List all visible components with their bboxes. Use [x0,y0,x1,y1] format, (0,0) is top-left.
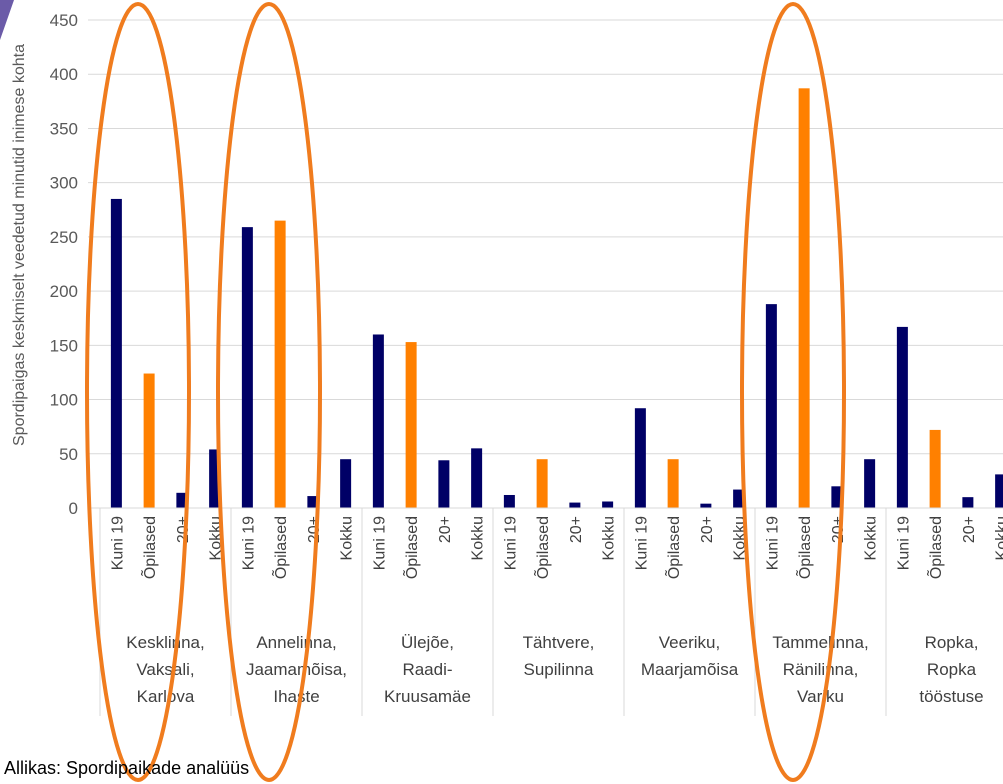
group-label-line: Ropka, [925,633,979,652]
bar [995,474,1003,508]
bar [733,489,745,508]
x-tick-label: Õpilased [270,516,290,579]
x-tick-label: 20+ [961,516,978,543]
group-label-line: Ropka [927,660,977,679]
bar [110,198,122,508]
bar [864,459,876,508]
bar [340,459,352,508]
bar [274,220,286,508]
y-tick-label: 250 [50,228,78,247]
bar [831,486,843,508]
y-tick-label: 350 [50,119,78,138]
y-tick-label: 50 [59,445,78,464]
bar [667,459,679,508]
highlight-ellipses [85,2,846,782]
y-tick-label: 450 [50,11,78,30]
group-label-line: Raadi- [402,660,452,679]
x-axis-category-labels: Kuni 19 Õpilased 20+ Kokku Kuni 19 Õpilased 20… [109,516,1003,579]
x-tick-label: Õpilased [663,516,683,579]
highlight-ellipse [85,2,191,782]
bar [209,449,221,508]
bar [438,460,450,508]
y-tick-label: 400 [50,65,78,84]
bar [602,501,614,508]
group-label-line: Variku [797,687,844,706]
x-tick-label: 20+ [568,516,585,543]
x-tick-label: Õpilased [925,516,945,579]
group-label-line: Ihaste [273,687,319,706]
bar [143,373,155,508]
x-tick-label: 20+ [437,516,454,543]
x-tick-label: Õpilased [794,516,814,579]
highlight-ellipse [216,2,322,782]
highlight-ellipse [740,2,846,782]
bar [241,227,253,508]
x-tick-label: Kokku [863,516,880,560]
bar [405,342,417,508]
x-tick-label: Kuni 19 [895,516,912,570]
x-tick-label: Kuni 19 [371,516,388,570]
x-tick-label: Kuni 19 [240,516,257,570]
x-tick-label: Kokku [470,516,487,560]
y-tick-label: 200 [50,282,78,301]
bars [110,88,1003,508]
bar [634,408,646,508]
bar [896,326,908,508]
y-tick-label: 150 [50,336,78,355]
group-label-line: Kesklinna, [126,633,204,652]
group-label-line: Supilinna [524,660,594,679]
group-label-line: Karlova [137,687,195,706]
y-tick-label: 0 [69,499,78,518]
y-axis-label: Spordipaigas keskmiselt veedetud minutid… [11,44,28,446]
x-tick-label: Kuni 19 [764,516,781,570]
x-tick-label: Kokku [339,516,356,560]
bar [503,494,515,508]
y-tick-label: 100 [50,391,78,410]
group-label-line: Annelinna, [256,633,336,652]
group-label-line: tööstuse [919,687,983,706]
group-label-line: Maarjamõisa [641,660,739,679]
x-axis-group-labels: Kesklinna, Vaksali, Karlova Annelinna, Jaama… [126,633,983,706]
x-tick-label: Õpilased [401,516,421,579]
x-tick-label: Kokku [994,516,1003,560]
group-label-line: Jaamamõisa, [246,660,347,679]
y-tick-label: 300 [50,174,78,193]
bar [929,429,941,508]
bar [700,503,712,508]
source-note: Allikas: Spordipaikade analüüs [4,758,250,778]
group-label-line: Veeriku, [659,633,720,652]
bar [962,497,974,508]
x-tick-label: Kuni 19 [109,516,126,570]
bar [536,459,548,508]
group-label-line: Ränilinna, [783,660,859,679]
bar [798,88,810,508]
group-label-line: Ülejõe, [401,633,454,652]
group-label-line: Tammelinna, [772,633,868,652]
x-tick-label: 20+ [699,516,716,543]
corner-decoration [0,0,14,40]
bar [307,496,319,508]
bar [176,492,188,508]
y-axis-ticks: 0 50 100 150 200 250 300 350 400 450 [50,11,78,518]
group-label-line: Kruusamäe [384,687,471,706]
bar [471,448,483,508]
bar [372,334,384,508]
x-tick-label: Kokku [601,516,618,560]
bar [569,502,581,508]
x-tick-label: Õpilased [139,516,159,579]
x-tick-label: Õpilased [532,516,552,579]
group-label-line: Tähtvere, [523,633,595,652]
x-tick-label: Kuni 19 [502,516,519,570]
bar [765,304,777,508]
x-tick-label: Kuni 19 [633,516,650,570]
x-axis [99,507,1003,716]
group-label-line: Vaksali, [136,660,194,679]
